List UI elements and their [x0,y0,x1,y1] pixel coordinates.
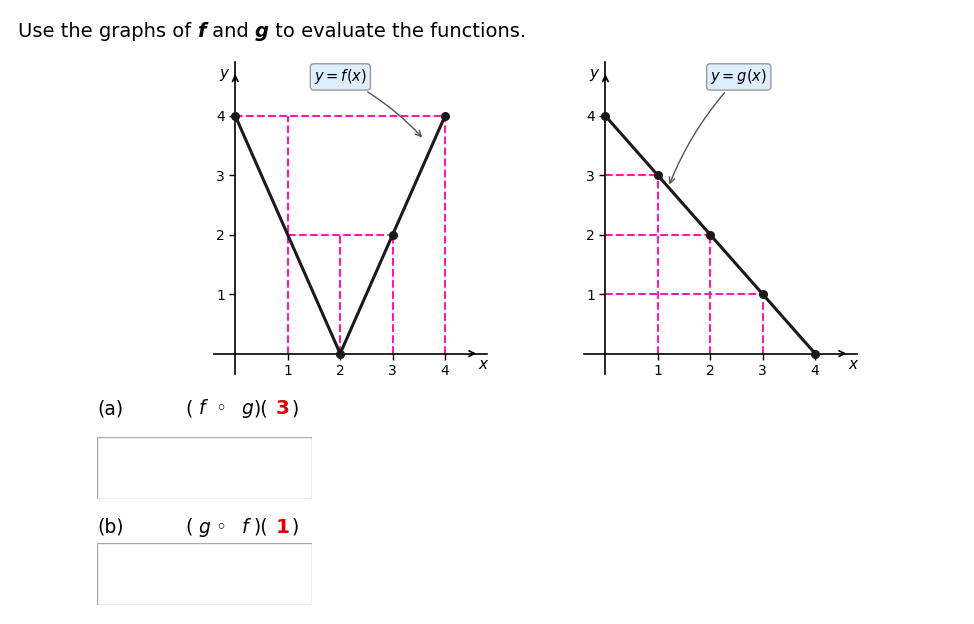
Text: $y = f(x)$: $y = f(x)$ [314,67,421,137]
Text: y: y [589,66,598,80]
Text: y: y [219,66,228,80]
Text: g: g [254,22,269,41]
Text: x: x [848,357,857,372]
Text: g: g [242,399,253,418]
Text: g: g [199,518,210,537]
Text: ◦: ◦ [210,518,234,537]
Text: Use the graphs of: Use the graphs of [18,22,197,41]
Text: ◦: ◦ [210,399,234,418]
Text: x: x [478,357,487,372]
Text: ): ) [291,399,298,418]
Text: 1: 1 [276,518,289,537]
FancyBboxPatch shape [97,437,312,499]
Text: f: f [197,22,206,41]
Text: to evaluate the functions.: to evaluate the functions. [269,22,526,41]
Text: and: and [206,22,254,41]
FancyBboxPatch shape [97,543,312,605]
Text: (: ( [185,518,193,537]
Text: (: ( [185,399,193,418]
Text: )(: )( [253,399,268,418]
Text: 3: 3 [276,399,289,418]
Text: ): ) [291,518,298,537]
Text: $y = g(x)$: $y = g(x)$ [669,67,768,183]
Text: f: f [242,518,248,537]
Text: (a): (a) [97,399,124,418]
Text: )(: )( [253,518,268,537]
Text: f: f [199,399,206,418]
Text: (b): (b) [97,518,124,537]
